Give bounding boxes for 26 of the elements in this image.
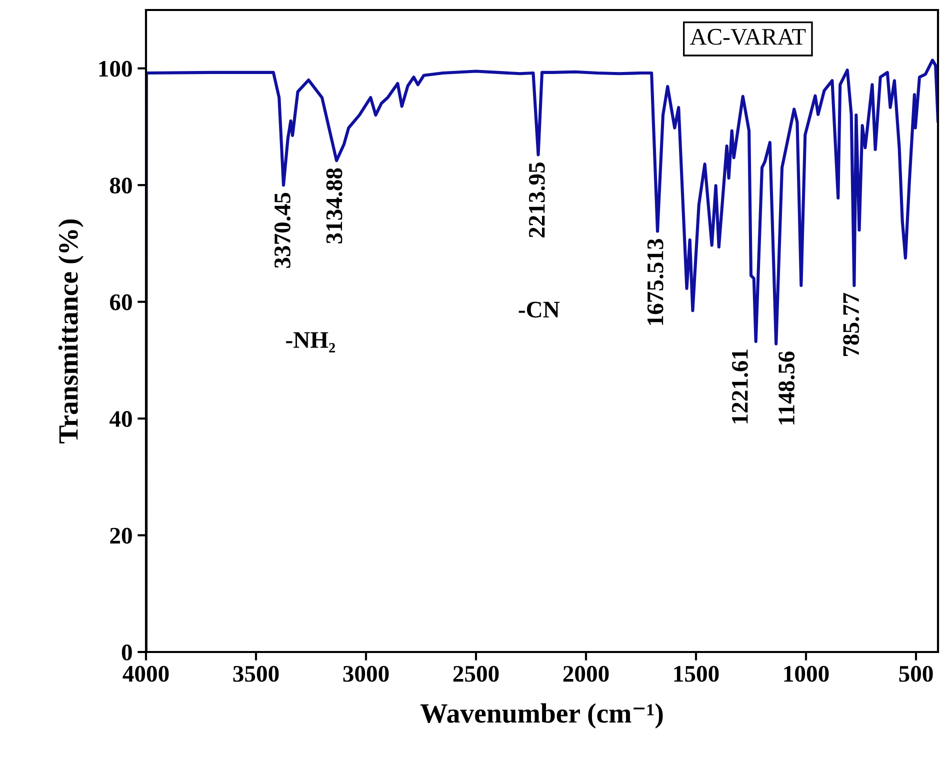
annotation: -NH₂	[286, 332, 335, 352]
y-tick-label: 100	[99, 60, 132, 77]
y-axis-title: Transmittance (%)	[58, 219, 84, 444]
x-tick-label: 3000	[343, 666, 389, 682]
y-tick-label: 40	[110, 411, 132, 427]
text: AC-VARAT	[690, 28, 806, 45]
y-tick-label: 0	[122, 644, 132, 660]
annotation: 1675.513	[647, 238, 664, 325]
annotation: 3370.45	[274, 192, 291, 268]
annotation: -CN	[518, 302, 560, 318]
x-tick-label: 1000	[784, 666, 829, 682]
x-tick-label: 2000	[563, 666, 609, 682]
x-tick-label: 2500	[453, 666, 499, 682]
x-tick-label: 4000	[122, 666, 169, 682]
x-tick-label: 500	[899, 666, 933, 682]
y-tick-label: 20	[110, 528, 132, 544]
annotation: 785.77	[843, 292, 860, 356]
x-tick-label: 3500	[233, 666, 279, 682]
annotation: 3134.88	[326, 168, 342, 244]
annotation: 1148.56	[778, 351, 795, 424]
y-tick-label: 80	[110, 178, 132, 194]
annotation: 2213.95	[528, 162, 545, 238]
x-tick-label: 1500	[674, 666, 719, 682]
x-axis-title: Wavenumber (cm⁻¹)	[420, 703, 663, 728]
annotation: 1221.61	[732, 350, 748, 424]
y-tick-label: 60	[110, 294, 132, 310]
